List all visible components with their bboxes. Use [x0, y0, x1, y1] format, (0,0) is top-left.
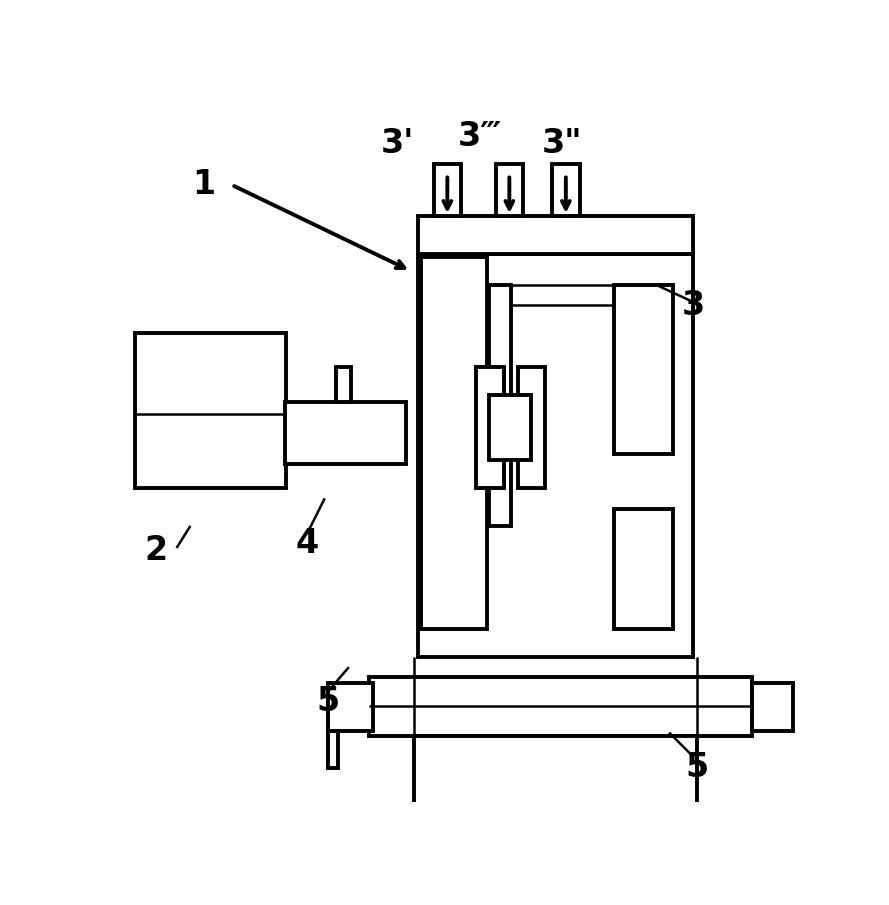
Bar: [336, 367, 351, 402]
Bar: [517, 367, 545, 488]
Bar: [752, 683, 793, 730]
Bar: [552, 164, 580, 216]
Text: 5: 5: [316, 685, 340, 718]
Text: 3': 3': [380, 127, 413, 160]
Bar: [421, 257, 486, 629]
Text: 3": 3": [542, 127, 582, 160]
Bar: [328, 683, 373, 730]
Bar: [489, 285, 511, 526]
Bar: [285, 402, 406, 464]
Text: 4: 4: [296, 527, 319, 559]
Text: 3‴: 3‴: [458, 120, 502, 153]
Bar: [370, 678, 752, 736]
Bar: [414, 736, 697, 822]
Bar: [418, 253, 693, 657]
Text: 5: 5: [685, 750, 709, 784]
Bar: [445, 285, 662, 306]
Text: 3: 3: [682, 289, 705, 322]
Bar: [495, 164, 523, 216]
Bar: [477, 367, 504, 488]
Bar: [614, 285, 673, 453]
Bar: [134, 333, 286, 488]
Bar: [328, 730, 339, 768]
Bar: [614, 509, 673, 629]
Text: 2: 2: [144, 534, 167, 567]
Bar: [489, 395, 532, 461]
Bar: [418, 216, 693, 253]
Bar: [434, 164, 461, 216]
Text: 1: 1: [193, 168, 216, 202]
